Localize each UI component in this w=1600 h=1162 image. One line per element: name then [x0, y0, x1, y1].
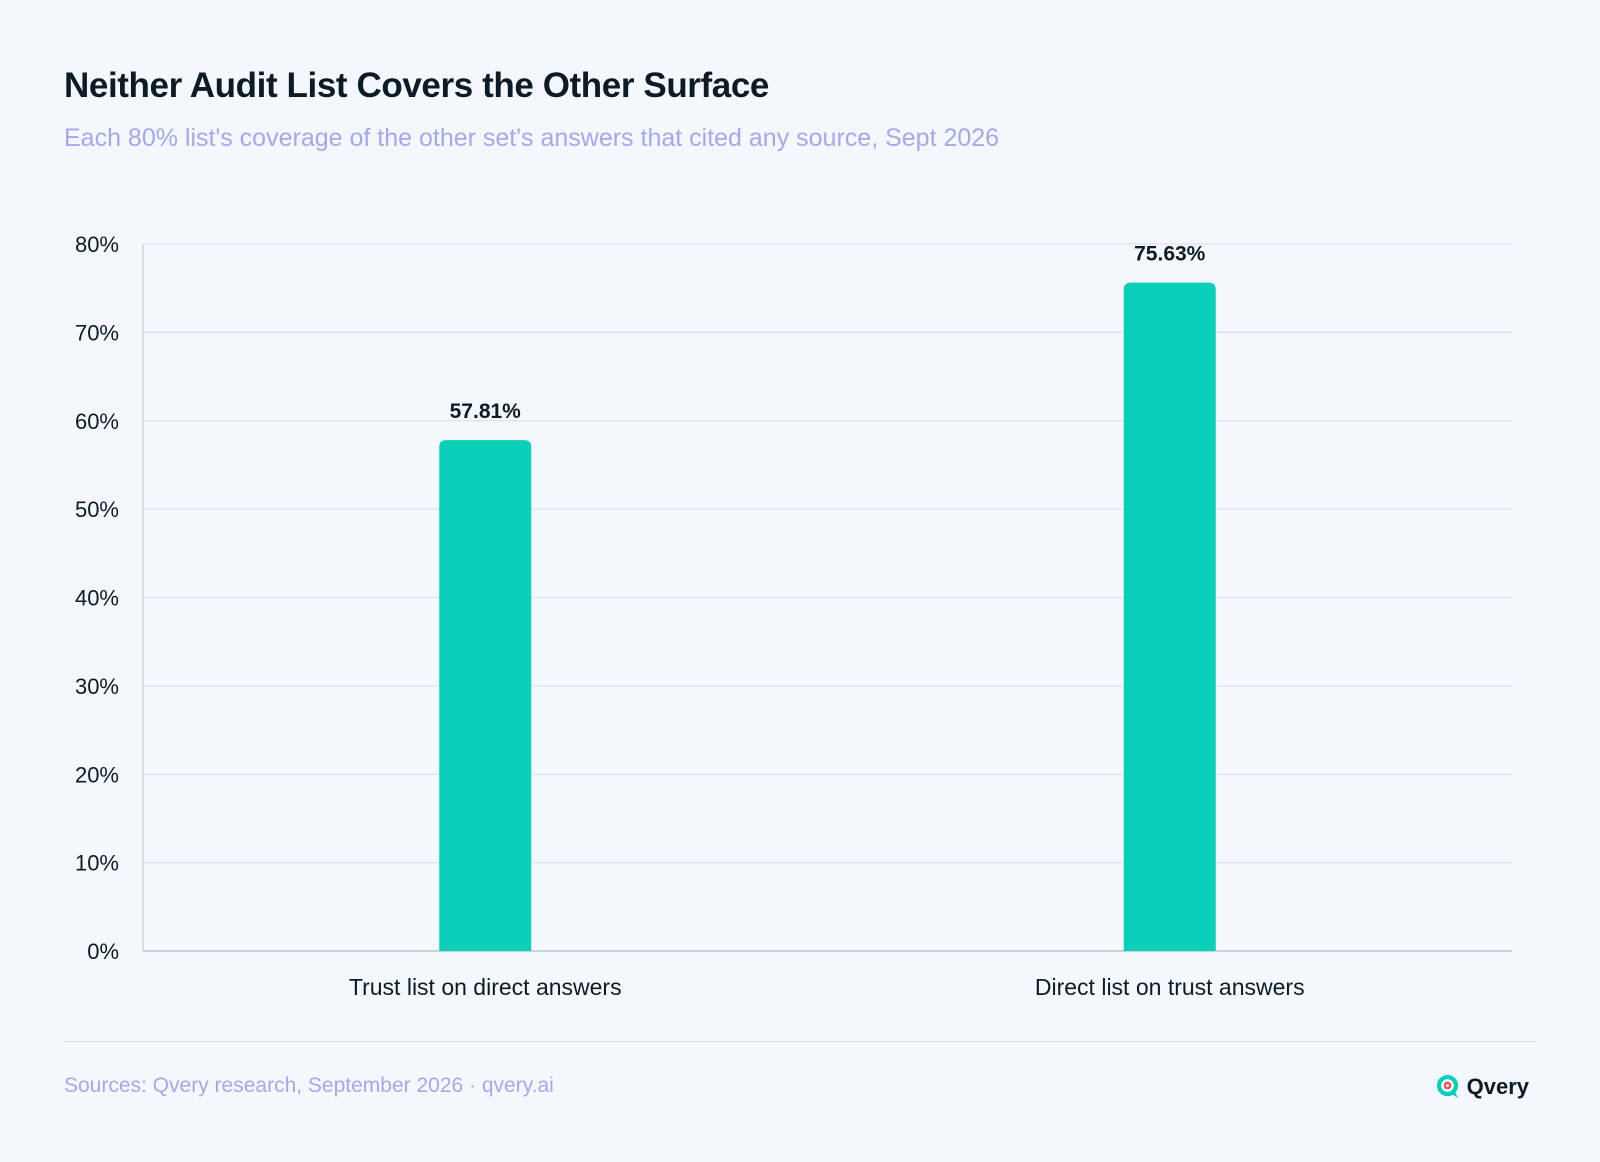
y-tick-label: 60% — [75, 409, 119, 434]
bars — [439, 282, 1216, 951]
y-tick-label: 80% — [75, 232, 119, 257]
brand-name: Qvery — [1466, 1073, 1529, 1099]
data-label: 57.81% — [450, 400, 522, 423]
data-label: 75.63% — [1134, 243, 1206, 266]
y-tick-label: 70% — [75, 320, 119, 345]
qvery-logo-icon — [1436, 1074, 1458, 1099]
chart-subtitle: Each 80% list's coverage of the other se… — [64, 124, 1000, 152]
footer-source: Sources: Qvery research, September 2026 … — [64, 1074, 554, 1097]
y-tick-label: 50% — [75, 497, 119, 522]
y-tick-label: 0% — [87, 939, 119, 964]
y-tick-label: 30% — [75, 674, 119, 699]
brand-logo[interactable]: Qvery — [1434, 1073, 1529, 1100]
bar-chart: 0% 10% 20% 30% 40% 50% 60% 70% 80% 57.81% Trust li… — [75, 232, 1512, 1000]
gridlines — [143, 243, 1512, 864]
x-tick-label: Direct list on trust answers — [1035, 974, 1305, 1000]
y-tick-label: 20% — [75, 762, 119, 787]
bar — [1123, 282, 1216, 951]
footer-divider — [64, 1041, 1536, 1042]
chart-title: Neither Audit List Covers the Other Surf… — [64, 66, 769, 105]
labels: 0% 10% 20% 30% 40% 50% 60% 70% 80% 57.81% Trust li… — [75, 232, 1305, 1000]
bar — [439, 440, 532, 951]
y-tick-label: 40% — [75, 586, 119, 611]
x-tick-label: Trust list on direct answers — [349, 974, 622, 1000]
y-tick-label: 10% — [75, 851, 119, 876]
axes — [142, 244, 1512, 952]
